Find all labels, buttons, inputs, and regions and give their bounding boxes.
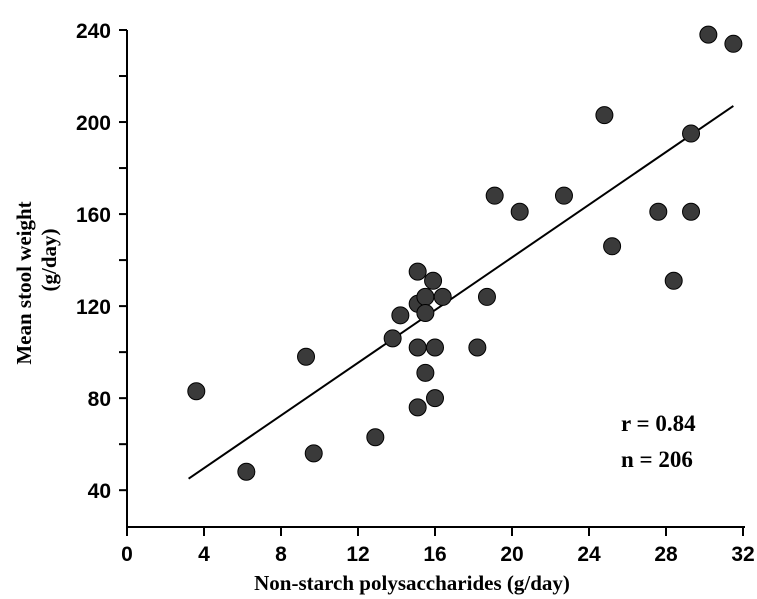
data-point (304, 444, 323, 463)
y-tick-label: 40 (88, 480, 111, 503)
y-tick-label: 120 (76, 296, 111, 319)
x-tick-label: 24 (577, 543, 601, 566)
data-point (682, 202, 701, 221)
x-tick-label: 16 (423, 543, 446, 566)
data-point (416, 363, 435, 382)
data-point (416, 304, 435, 323)
y-tick-label: 80 (88, 388, 111, 411)
data-point (416, 287, 435, 306)
data-point (485, 186, 504, 205)
data-points (187, 25, 743, 481)
x-tick-label: 8 (275, 543, 287, 566)
data-point (682, 124, 701, 143)
x-tick-label: 28 (654, 543, 678, 566)
sample-size-annotation: n = 206 (621, 447, 693, 472)
data-point (391, 306, 410, 325)
x-tick-label: 0 (121, 543, 133, 566)
y-tick-label: 200 (76, 112, 111, 135)
x-tick-label: 32 (731, 543, 754, 566)
data-point (595, 106, 614, 125)
data-point (426, 338, 444, 357)
data-point (603, 237, 622, 256)
x-axis-title: Non-starch polysaccharides (g/day) (254, 571, 570, 595)
data-point (297, 347, 316, 366)
correlation-annotation: r = 0.84 (621, 411, 696, 436)
data-point (187, 382, 206, 401)
data-point (554, 186, 573, 205)
data-point (408, 338, 427, 357)
data-point (383, 329, 402, 348)
data-point (433, 287, 452, 306)
y-tick-label: 240 (76, 20, 111, 43)
data-point (699, 25, 718, 44)
y-axis-title-line1: Mean stool weight (12, 201, 36, 364)
regression-line (188, 105, 734, 480)
data-point (664, 271, 683, 290)
x-tick-label: 4 (198, 543, 210, 566)
y-axis-title-line2: (g/day) (37, 228, 61, 291)
data-point (468, 338, 487, 357)
x-axis-ticks: 0 4 8 12 16 20 24 28 32 (121, 527, 755, 566)
y-axis-ticks: 40 80 120 160 200 240 (76, 20, 127, 503)
data-point (477, 287, 496, 306)
data-point (408, 262, 427, 281)
x-tick-label: 12 (346, 543, 369, 566)
data-point (724, 34, 743, 53)
data-point (424, 271, 443, 290)
data-point (510, 202, 529, 221)
data-point (237, 462, 256, 481)
data-point (426, 389, 444, 408)
data-point (649, 202, 668, 221)
data-point (366, 428, 385, 447)
y-tick-label: 160 (76, 204, 111, 227)
data-point (408, 398, 427, 417)
x-tick-label: 20 (500, 543, 523, 566)
